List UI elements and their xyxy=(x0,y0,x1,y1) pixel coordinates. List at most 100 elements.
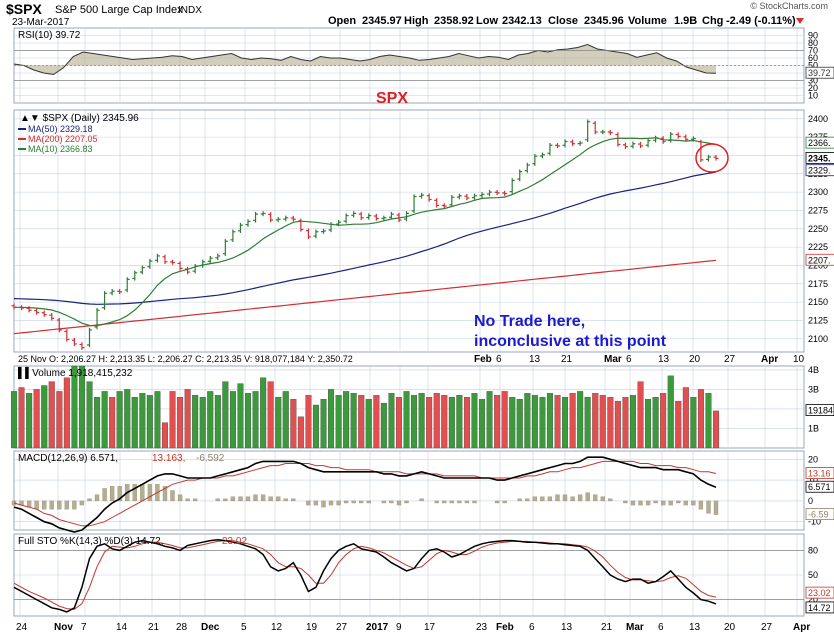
macd-hist-bar xyxy=(396,500,402,506)
ohlc-bar xyxy=(298,218,304,232)
close-label: Close xyxy=(548,15,578,27)
ohlc-bar xyxy=(19,305,25,311)
macd-hist-bar xyxy=(502,500,507,504)
volume-bar xyxy=(524,393,531,449)
x-label-9: 19 xyxy=(306,622,318,633)
volume-bar xyxy=(373,395,380,449)
ohlc-bar xyxy=(343,213,349,224)
ohlc-bar xyxy=(64,329,70,342)
mid-xlabel-5: 6 xyxy=(626,354,632,365)
macd-hist-bar xyxy=(328,500,334,506)
exchange: INDX xyxy=(178,5,202,16)
x-label-2: 7 xyxy=(81,622,87,633)
macd-hist-bar xyxy=(343,500,349,504)
ohlc-bar xyxy=(71,337,77,347)
ma10-line xyxy=(14,137,717,327)
macd-hist-bar xyxy=(109,486,115,502)
ohlc-bar xyxy=(373,213,379,221)
sto-tag-0: 23.02 xyxy=(808,588,831,598)
macd-hist-bar xyxy=(653,500,658,504)
volume-bar xyxy=(290,399,297,449)
price-tag-3: 2207. xyxy=(808,255,831,265)
macd-label: MACD(12,26,9) 6.571, xyxy=(18,453,118,464)
price-panel-frame xyxy=(13,109,805,353)
ohlc-bar xyxy=(441,203,447,209)
macd-hist-bar xyxy=(162,486,168,502)
macd-hist-bar xyxy=(713,500,719,515)
macd-hist-bar xyxy=(683,500,688,506)
volume-bar xyxy=(26,393,33,449)
macd-ytick-1: 10 xyxy=(808,475,818,485)
sto-tag-0-box xyxy=(805,586,834,599)
mid-xlabel-10: 10 xyxy=(793,354,805,365)
ohlc-bar xyxy=(177,261,183,271)
ohlc-bar xyxy=(600,129,606,135)
price-tag-box-1 xyxy=(805,151,834,164)
ohlc-bar xyxy=(102,291,108,310)
sto-ytick-0: 80 xyxy=(808,545,818,555)
macd-hist-bar xyxy=(336,500,341,506)
ohlc-bar xyxy=(698,139,704,163)
macd-hist-bar xyxy=(676,500,681,504)
x-label-20: 6 xyxy=(658,622,664,633)
macd-hist-bar xyxy=(517,498,522,502)
ohlc-bar xyxy=(86,327,92,348)
volume-bar xyxy=(184,389,191,449)
ohlc-bar xyxy=(668,132,674,143)
volume-bar xyxy=(539,397,546,449)
legend-ma50: MA(50) 2329.18 xyxy=(28,124,93,134)
volume-bar xyxy=(546,393,553,449)
volume-bar xyxy=(305,395,312,449)
ohlc-bar xyxy=(237,222,243,233)
ohlc-bar xyxy=(230,229,236,243)
sto-tag-1: 14.72 xyxy=(808,603,831,613)
macd-hist-bar xyxy=(585,492,590,502)
volume-bar xyxy=(599,395,606,449)
volume-bar xyxy=(48,381,55,449)
volume-bar xyxy=(350,393,357,449)
macd-tag-1-box xyxy=(805,480,834,493)
x-label-12: 9 xyxy=(396,622,402,633)
volume-bar xyxy=(146,395,153,449)
ohlc-bar xyxy=(509,178,515,194)
volume-bar xyxy=(33,389,40,449)
macd-hist-label: -6.592 xyxy=(196,453,225,464)
ohlc-bar xyxy=(94,308,100,330)
ohlc-bar xyxy=(683,134,689,142)
volume-bar xyxy=(229,391,236,449)
mid-xlabel-1: 6 xyxy=(496,354,502,365)
volume-bar xyxy=(320,399,327,449)
volume-bar xyxy=(169,391,176,449)
ohlc-bar xyxy=(517,169,523,182)
sto-ytick-2: 20 xyxy=(808,595,818,605)
volume-bar xyxy=(675,400,682,449)
ohlc-bar xyxy=(396,212,402,223)
x-label-14: 23 xyxy=(476,622,488,633)
volume-bar xyxy=(554,395,561,449)
legend-ma200: MA(200) 2207.05 xyxy=(28,134,98,144)
volume-bar xyxy=(645,399,652,449)
macd-hist-bar xyxy=(132,484,137,502)
volume-bar xyxy=(501,391,508,449)
mid-xlabel-0: Feb xyxy=(474,354,492,365)
volume-bar xyxy=(690,397,697,449)
ohlc-bar xyxy=(554,143,560,149)
macd-hist-bar xyxy=(381,500,387,504)
ohlc-bar xyxy=(630,141,636,149)
rsi-line xyxy=(13,43,717,76)
macd-tag-2: -6.59 xyxy=(808,510,829,520)
volume-bar xyxy=(577,391,584,449)
mid-xlabel-3: 21 xyxy=(561,354,573,365)
macd-hist-bar xyxy=(117,486,122,502)
x-label-8: 12 xyxy=(271,622,283,633)
macd-hist-bar xyxy=(540,496,545,502)
volume-bar xyxy=(531,395,538,449)
ma50-line xyxy=(13,171,717,305)
macd-hist-bar xyxy=(449,500,454,504)
volume-bar xyxy=(139,393,146,449)
macd-hist-bar xyxy=(457,500,462,504)
volume-bar xyxy=(456,395,463,449)
volume-bar xyxy=(622,397,629,449)
price-tag-0: 2366. xyxy=(808,138,831,148)
